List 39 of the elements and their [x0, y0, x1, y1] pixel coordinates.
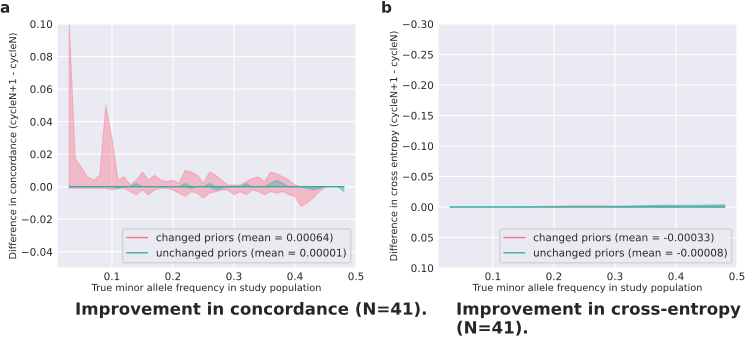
y-tick-label: −0.30	[403, 20, 434, 28]
y-tick-label: −0.04	[22, 248, 52, 256]
text: Improvement in cross-entropy (N=41).	[457, 302, 741, 336]
y-tick-label: 0.02	[30, 150, 52, 158]
text: Improvement in concordance (N=41).	[76, 302, 426, 318]
y-axis-title: Difference in cross entropy (cycleN+1 - cycleN)	[390, 31, 400, 260]
y-tick-label: −0.05	[403, 172, 433, 181]
x-tick-label: 0.3	[226, 272, 242, 280]
x-tick-label: 0.1	[104, 272, 120, 280]
x-tick-label: 0.5	[348, 272, 364, 280]
x-tick-label: 0.1	[485, 272, 500, 280]
y-tick-label: −0.20	[403, 81, 434, 90]
x-tick-label: 0.4	[668, 272, 684, 280]
y-axis-title: Difference in concordance (cycleN+1 - cycleN)	[8, 33, 18, 259]
text: b	[382, 1, 392, 13]
y-tick-label: 0.00	[30, 182, 52, 191]
x-tick-label: 0.3	[607, 272, 622, 280]
y-tick-label: −0.15	[403, 112, 433, 120]
y-tick-label: −0.25	[403, 50, 433, 59]
y-tick-label: 0.06	[30, 85, 52, 94]
legend-label: changed priors (mean = -0.00033)	[534, 233, 714, 244]
x-axis-title: True minor allele frequency in study population	[472, 284, 702, 294]
x-tick-label: 0.2	[165, 272, 180, 280]
y-tick-label: 0.10	[30, 20, 52, 28]
x-tick-label: 0.2	[546, 272, 562, 280]
y-tick-label: −0.10	[403, 142, 434, 150]
x-axis-title: True minor allele frequency in study population	[92, 284, 321, 294]
legend-label: unchanged priors (mean = 0.00001)	[156, 248, 346, 259]
y-tick-label: 0.00	[411, 203, 434, 212]
y-tick-label: 0.10	[411, 264, 434, 272]
y-tick-label: −0.02	[22, 215, 52, 224]
x-tick-label: 0.4	[287, 272, 303, 280]
legend-label: changed priors (mean = 0.00064)	[156, 233, 333, 244]
y-tick-label: 0.08	[30, 52, 52, 61]
x-tick-label: 0.5	[729, 272, 744, 280]
legend-label: unchanged priors (mean = -0.00008)	[534, 248, 727, 259]
text: a	[0, 4, 10, 13]
y-tick-label: 0.04	[30, 118, 52, 126]
y-tick-label: 0.05	[411, 234, 433, 242]
